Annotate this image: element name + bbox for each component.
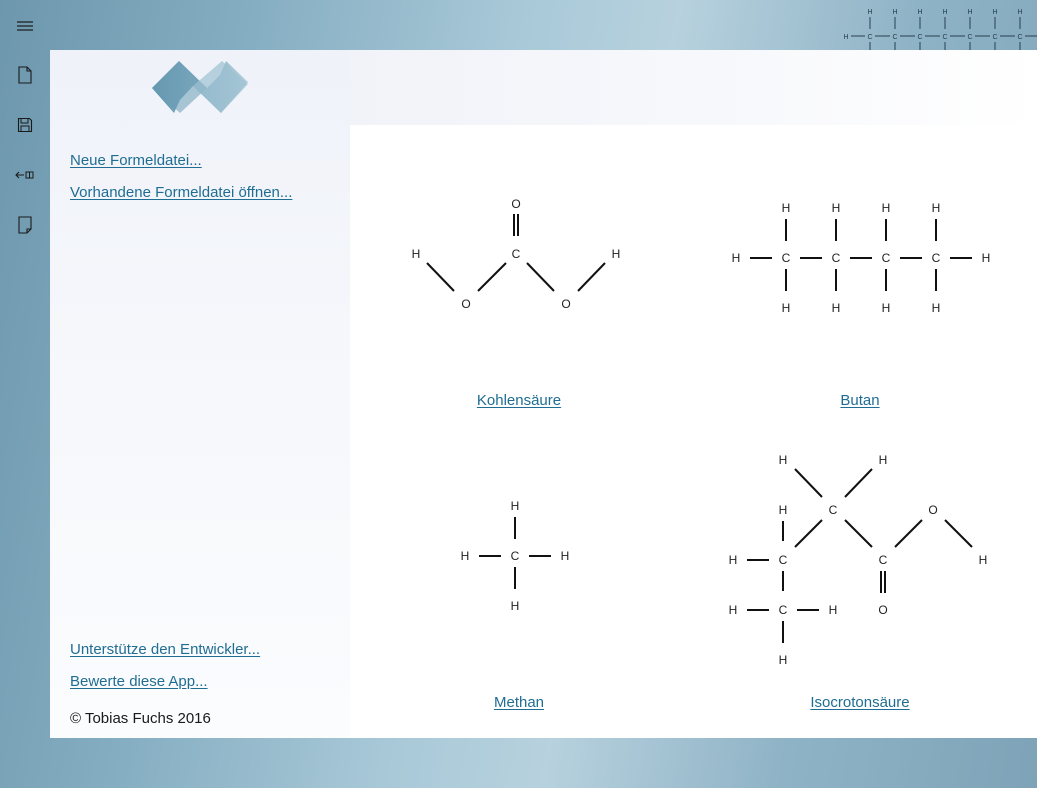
svg-text:H: H: [461, 549, 470, 563]
svg-text:H: H: [779, 503, 788, 517]
svg-text:H: H: [832, 201, 841, 215]
hamburger-menu-icon: [17, 21, 33, 31]
svg-text:O: O: [928, 503, 937, 517]
svg-text:H: H: [1017, 9, 1022, 16]
svg-text:H: H: [942, 9, 947, 16]
formula-isocrotonsaeure-structure[interactable]: H H H C O H C C H H C H O H: [720, 440, 1010, 680]
svg-text:O: O: [511, 197, 520, 211]
svg-text:C: C: [932, 251, 941, 265]
svg-text:C: C: [829, 503, 838, 517]
svg-text:C: C: [942, 34, 947, 41]
svg-text:C: C: [992, 34, 997, 41]
notebook-icon: [18, 216, 32, 234]
svg-text:C: C: [511, 549, 520, 563]
svg-text:H: H: [982, 251, 991, 265]
formula-kohlensaeure-link[interactable]: Kohlensäure: [476, 392, 562, 409]
svg-text:H: H: [782, 201, 791, 215]
svg-text:H: H: [412, 247, 421, 261]
copyright-text: © Tobias Fuchs 2016: [70, 710, 211, 727]
svg-text:H: H: [612, 247, 621, 261]
svg-text:C: C: [782, 251, 791, 265]
svg-text:H: H: [882, 201, 891, 215]
svg-text:C: C: [512, 247, 521, 261]
svg-text:H: H: [511, 499, 520, 513]
svg-text:H: H: [932, 301, 941, 315]
svg-text:H: H: [729, 553, 738, 567]
svg-text:H: H: [917, 9, 922, 16]
svg-text:H: H: [843, 34, 848, 41]
svg-text:C: C: [779, 603, 788, 617]
new-file-button[interactable]: [0, 53, 50, 97]
svg-text:O: O: [878, 603, 887, 617]
hamburger-menu-button[interactable]: [0, 4, 50, 48]
svg-text:C: C: [832, 251, 841, 265]
title-strip: H H H H H H H H C C C C C C C: [50, 0, 1037, 50]
left-panel: Neue Formeldatei... Vorhandene Formeldat…: [50, 50, 350, 738]
formula-methan-link[interactable]: Methan: [493, 694, 545, 711]
formula-kohlensaeure-structure[interactable]: O C H H O O: [390, 190, 650, 330]
header-formula-decoration: H H H H H H H H C C C C C C C: [843, 9, 1037, 50]
svg-text:H: H: [829, 603, 838, 617]
svg-text:H: H: [879, 453, 888, 467]
svg-text:H: H: [779, 453, 788, 467]
svg-text:C: C: [879, 553, 888, 567]
save-button[interactable]: [0, 103, 50, 147]
formula-butan-link[interactable]: Butan: [840, 392, 880, 409]
svg-text:C: C: [779, 553, 788, 567]
svg-text:H: H: [867, 9, 872, 16]
new-document-icon: [18, 66, 32, 84]
notebook-button[interactable]: [0, 203, 50, 247]
exit-icon: [15, 171, 34, 179]
main-window: Neue Formeldatei... Vorhandene Formeldat…: [50, 50, 1037, 738]
header-band: [350, 50, 1037, 125]
formula-methan-structure[interactable]: H H C H H: [440, 490, 600, 620]
svg-text:H: H: [832, 301, 841, 315]
svg-text:H: H: [732, 251, 741, 265]
svg-text:C: C: [892, 34, 897, 41]
new-formula-file-link[interactable]: Neue Formeldatei...: [70, 152, 202, 169]
svg-text:H: H: [782, 301, 791, 315]
svg-text:H: H: [729, 603, 738, 617]
svg-text:H: H: [967, 9, 972, 16]
svg-text:C: C: [882, 251, 891, 265]
svg-text:O: O: [561, 297, 570, 311]
svg-text:H: H: [561, 549, 570, 563]
svg-text:H: H: [882, 301, 891, 315]
svg-text:H: H: [892, 9, 897, 16]
svg-text:C: C: [1017, 34, 1022, 41]
svg-text:H: H: [932, 201, 941, 215]
svg-text:H: H: [992, 9, 997, 16]
rate-app-link[interactable]: Bewerte diese App...: [70, 673, 208, 690]
svg-text:H: H: [779, 653, 788, 667]
app-rail: [0, 0, 50, 788]
svg-text:C: C: [967, 34, 972, 41]
formula-butan-structure[interactable]: H H H H H C C C C H H H H H: [720, 190, 1010, 330]
open-formula-file-link[interactable]: Vorhandene Formeldatei öffnen...: [70, 184, 293, 201]
svg-text:H: H: [979, 553, 988, 567]
svg-text:C: C: [917, 34, 922, 41]
exit-button[interactable]: [0, 153, 50, 197]
app-logo: [152, 61, 248, 113]
svg-text:O: O: [461, 297, 470, 311]
svg-text:H: H: [511, 599, 520, 613]
svg-text:C: C: [867, 34, 872, 41]
support-developer-link[interactable]: Unterstütze den Entwickler...: [70, 641, 261, 658]
save-icon: [17, 117, 33, 133]
formula-isocrotonsaeure-link[interactable]: Isocrotonsäure: [810, 694, 910, 711]
